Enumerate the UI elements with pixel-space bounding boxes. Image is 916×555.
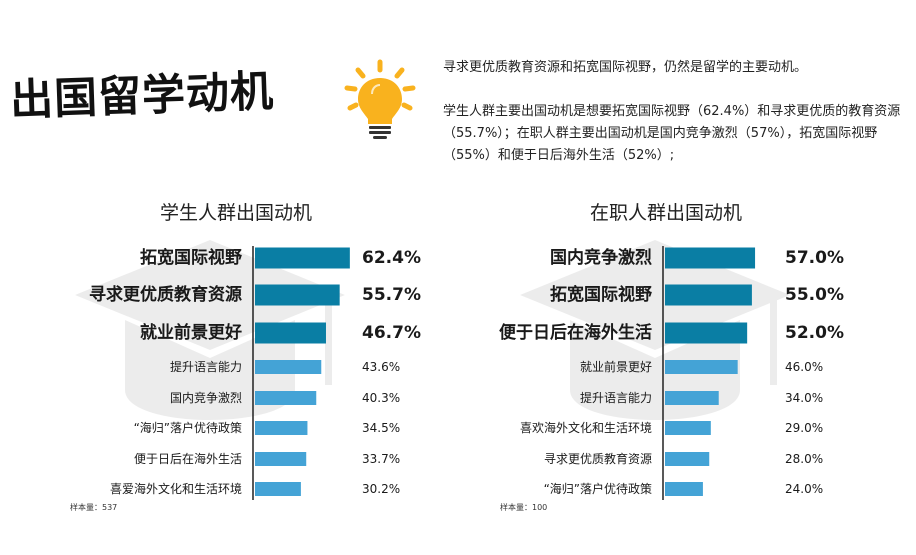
bar <box>255 391 317 405</box>
value-label: 34.0% <box>785 391 823 405</box>
bar <box>255 322 326 344</box>
value-label: 29.0% <box>785 421 823 435</box>
lightbulb-icon <box>344 59 416 139</box>
chart-title: 学生人群出国动机 <box>160 202 313 224</box>
category-label: 寻求更优质教育资源 <box>89 284 242 305</box>
value-label: 24.0% <box>785 482 823 496</box>
category-label: 喜爱海外文化和生活环境 <box>110 481 242 496</box>
bar <box>665 421 711 435</box>
value-label: 46.0% <box>785 360 823 374</box>
bar <box>255 247 350 269</box>
value-label: 52.0% <box>785 323 844 343</box>
bar <box>665 247 756 269</box>
bar <box>255 482 301 496</box>
bar <box>665 482 703 496</box>
employee-chart: 在职人群出国动机 国内竞争激烈 57.0% 拓宽国际视野 55.0% 便于日后在海外生活… <box>455 190 895 525</box>
student-bar-chart: 拓宽国际视野 62.4% 寻求更优质教育资源 55.7% 就业前景更好 46.7% 提升语言… <box>89 246 421 500</box>
value-label: 33.7% <box>362 452 400 466</box>
page-title: 出国留学动机 <box>9 66 275 126</box>
bar <box>665 284 752 306</box>
bar <box>665 452 710 466</box>
bar <box>665 360 738 374</box>
value-label: 62.4% <box>362 248 421 268</box>
bar <box>255 421 308 435</box>
category-label: 国内竞争激烈 <box>550 247 652 268</box>
category-label: 便于日后在海外生活 <box>499 322 652 343</box>
category-label: 喜欢海外文化和生活环境 <box>520 420 652 435</box>
value-label: 43.6% <box>362 360 400 374</box>
intro-line-1: 寻求更优质教育资源和拓宽国际视野，仍然是留学的主要动机。 <box>443 60 808 75</box>
sample-size-label: 样本量：100 <box>500 503 548 512</box>
category-label: 国内竞争激烈 <box>170 391 242 405</box>
category-label: 提升语言能力 <box>580 390 652 405</box>
bar <box>255 284 340 306</box>
bar <box>665 391 719 405</box>
value-label: 46.7% <box>362 323 421 343</box>
value-label: 34.5% <box>362 421 400 435</box>
chart-title: 在职人群出国动机 <box>590 202 743 224</box>
bar <box>665 322 748 344</box>
employee-bar-chart: 国内竞争激烈 57.0% 拓宽国际视野 55.0% 便于日后在海外生活 52.0% 就业前景… <box>499 246 844 500</box>
category-label: 寻求更优质教育资源 <box>544 451 652 466</box>
intro-line-2: 学生人群主要出国动机是想要拓宽国际视野（62.4%）和寻求更优质的教育资源（55… <box>443 104 901 163</box>
category-label: 提升语言能力 <box>170 359 242 374</box>
category-label: “海归”落户优待政策 <box>134 420 242 435</box>
value-label: 55.7% <box>362 285 421 305</box>
category-label: 便于日后在海外生活 <box>134 451 242 466</box>
category-label: “海归”落户优待政策 <box>544 481 652 496</box>
category-label: 就业前景更好 <box>140 322 242 343</box>
category-label: 拓宽国际视野 <box>140 247 242 268</box>
category-label: 就业前景更好 <box>580 359 652 374</box>
bar <box>255 452 307 466</box>
value-label: 55.0% <box>785 285 844 305</box>
value-label: 57.0% <box>785 248 844 268</box>
value-label: 30.2% <box>362 482 400 496</box>
bar <box>255 360 322 374</box>
value-label: 40.3% <box>362 391 400 405</box>
category-label: 拓宽国际视野 <box>550 284 652 305</box>
value-label: 28.0% <box>785 452 823 466</box>
sample-size-label: 样本量：537 <box>70 503 118 512</box>
intro-text: 寻求更优质教育资源和拓宽国际视野，仍然是留学的主要动机。 学生人群主要出国动机是… <box>443 57 905 167</box>
student-chart: 学生人群出国动机 拓宽国际视野 62.4% 寻求更优质教育资源 55.7% 就业前景更好… <box>10 190 450 525</box>
